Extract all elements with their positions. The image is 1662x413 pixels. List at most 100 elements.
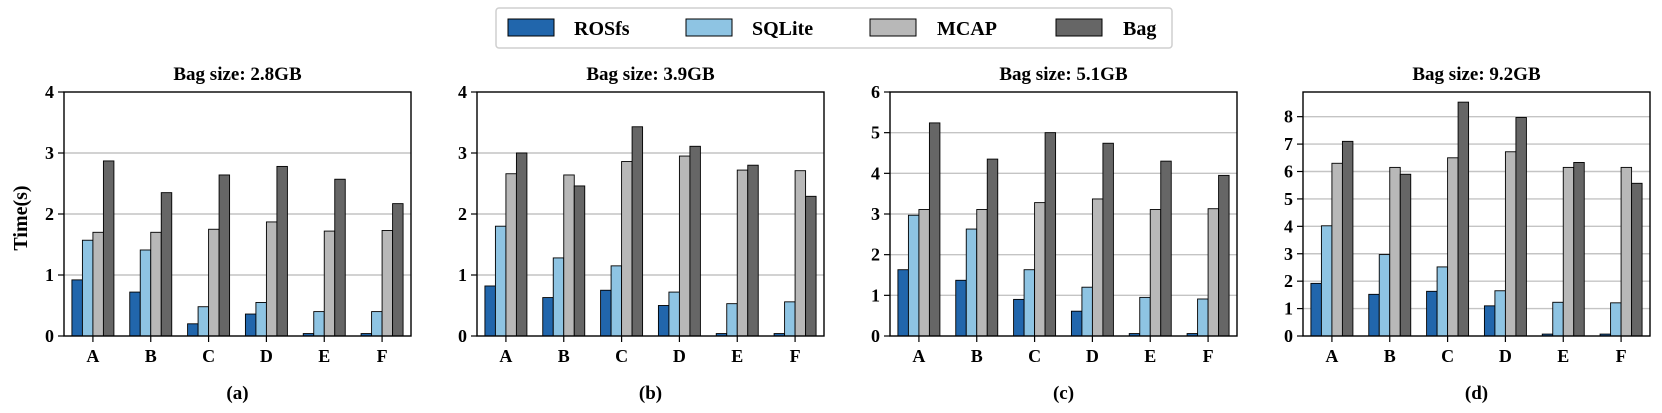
bar-sqlite-B [965,228,978,337]
bar-sqlite-C [1023,269,1036,337]
bar-bag-A [928,122,941,337]
y-tick-label: 6 [871,82,880,102]
x-tick-label: E [731,346,743,366]
y-tick-label: 7 [1284,134,1293,154]
bar-rosfs-B [542,297,554,337]
y-tick-label: 2 [45,204,54,224]
bar-mcap-A [918,209,930,337]
x-tick-label: B [145,346,157,366]
legend-swatch-rosfs [507,18,555,37]
legend: ROSfs SQLite MCAP Bag [495,7,1173,49]
bar-bag-C [218,174,231,337]
bar-sqlite-D [668,291,680,337]
bar-sqlite-B [139,249,152,337]
axes-frame [889,91,1238,337]
legend-label-rosfs: ROSfs [574,18,630,40]
x-tick-label: E [318,346,330,366]
chart-title: Bag size: 9.2GB [1412,64,1541,85]
bar-mcap-F [381,230,394,337]
legend-entry-bag: Bag [1055,18,1156,40]
bar-rosfs-D [244,313,257,337]
y-tick-label: 3 [1284,244,1293,264]
legend-label-sqlite: SQLite [752,18,813,40]
x-tick-label: B [1384,346,1396,366]
bar-bag-F [1218,174,1230,337]
bar-bag-D [276,165,288,337]
bar-rosfs-B [1368,293,1380,337]
bar-mcap-E [323,230,336,337]
legend-label-bag: Bag [1123,18,1156,40]
x-tick-label: F [1616,346,1627,366]
bar-mcap-A [505,173,517,337]
x-tick-label: B [558,346,570,366]
bar-sqlite-A [494,225,507,337]
y-tick-label: 1 [1284,299,1293,319]
y-tick-label: 4 [871,163,880,183]
y-tick-label: 0 [871,326,880,346]
bar-rosfs-D [657,305,670,337]
bar-bag-B [1399,173,1412,337]
bar-sqlite-E [726,303,738,337]
bar-rosfs-C [600,289,612,337]
panel-caption: (a) [226,383,248,404]
bar-rosfs-D [1070,310,1083,337]
bar-rosfs-C [187,323,199,337]
bar-bag-B [986,158,999,337]
x-tick-label: D [673,346,686,366]
bar-mcap-B [563,174,575,337]
y-tick-label: 4 [1284,216,1293,236]
bar-sqlite-C [610,265,623,337]
y-axis-label: Time(s) [10,185,32,250]
x-tick-label: D [1499,346,1512,366]
bar-sqlite-E [313,311,325,337]
axes-frame [476,91,825,337]
y-tick-label: 0 [1284,326,1293,346]
x-tick-label: A [499,346,512,366]
bar-mcap-D [1504,151,1517,337]
bar-sqlite-F [371,311,383,337]
y-tick-label: 1 [45,265,54,285]
bar-rosfs-D [1483,305,1496,337]
x-tick-label: A [912,346,925,366]
chart-panel-d: Bag size: 9.2GB 0 1 2 3 4 5 6 7 8 A B C D E F (d) [1284,64,1651,404]
bar-bag-A [102,160,115,337]
bar-sqlite-E [1552,301,1564,337]
bar-bag-C [1044,132,1057,337]
bar-sqlite-F [1610,302,1622,337]
y-tick-label: 1 [458,265,467,285]
chart-title: Bag size: 2.8GB [173,64,302,85]
bar-sqlite-F [784,301,796,337]
legend-entry-sqlite: SQLite [685,18,813,40]
bar-bag-B [573,185,586,337]
bar-mcap-C [1447,157,1459,337]
y-tick-label: 0 [45,326,54,346]
bar-sqlite-B [552,257,565,337]
y-tick-label: 0 [458,326,467,346]
bar-bag-E [1573,162,1585,337]
x-tick-label: B [971,346,983,366]
bar-mcap-E [1149,209,1162,337]
bar-sqlite-C [1436,266,1449,337]
bar-sqlite-B [1378,254,1391,337]
chart-title: Bag size: 5.1GB [999,64,1128,85]
x-tick-label: D [260,346,273,366]
bar-bag-E [1160,160,1172,337]
bar-mcap-F [1620,166,1633,337]
bar-rosfs-C [1013,298,1025,337]
bar-sqlite-C [197,306,210,337]
axes-frame [1302,91,1651,337]
y-tick-label: 2 [458,204,467,224]
x-tick-label: C [1028,346,1041,366]
legend-swatch-bag [1055,18,1103,37]
bar-bag-F [805,195,817,337]
legend-entry-rosfs: ROSfs [507,18,630,40]
bar-sqlite-F [1197,298,1209,337]
bar-mcap-F [794,170,807,337]
bar-rosfs-A [1310,282,1322,337]
bar-mcap-F [1207,208,1220,337]
x-tick-label: C [202,346,215,366]
bar-mcap-B [1389,166,1401,337]
legend-swatch-mcap [869,18,917,37]
y-tick-label: 5 [1284,189,1293,209]
bar-bag-D [689,145,701,337]
